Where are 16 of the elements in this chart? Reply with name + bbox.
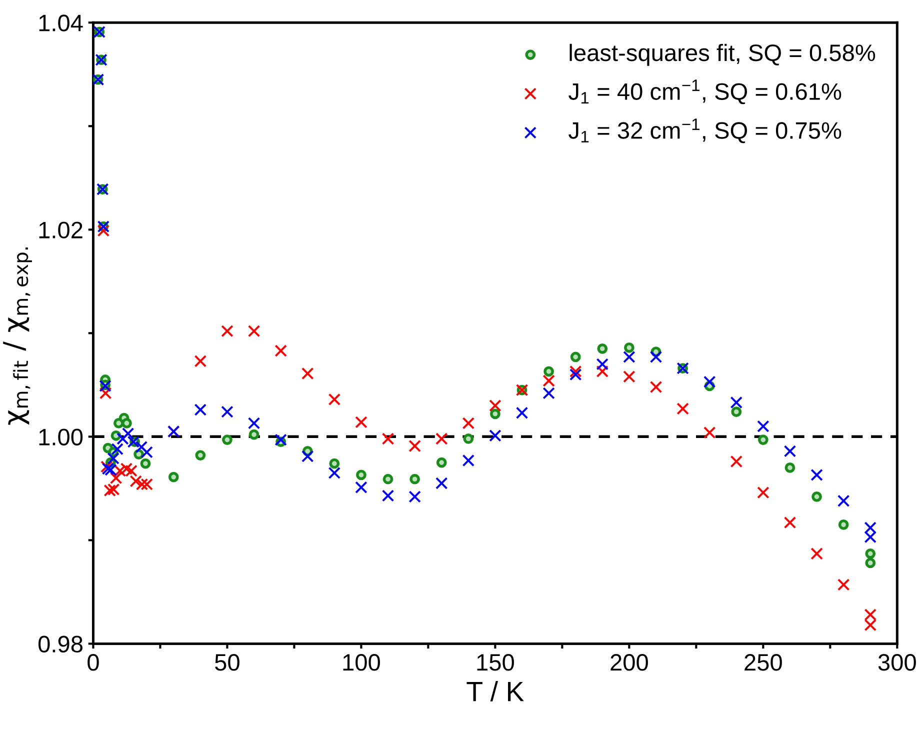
legend-label: J$_{1}$ = 32 cm$^{−1}$, SQ = 0.75% bbox=[568, 118, 842, 144]
y-axis-title: χ$_{m,fit}$ / χ$_{m,exp.}$ bbox=[3, 248, 32, 425]
x-tick-label: 300 bbox=[878, 654, 916, 671]
legend-label: least-squares fit, SQ = 0.58% bbox=[570, 44, 876, 66]
x-tick-label: 50 bbox=[215, 654, 240, 671]
x-tick-label: 250 bbox=[744, 654, 782, 671]
y-tick-label: 1.02 bbox=[39, 222, 82, 238]
legend-label: J$_{1}$ = 40 cm$^{−1}$, SQ = 0.61% bbox=[568, 80, 842, 104]
x-tick-label: 100 bbox=[343, 654, 380, 671]
x-tick-label: 200 bbox=[610, 654, 648, 671]
x-axis-title: T / K bbox=[466, 680, 524, 702]
x-tick-label: 150 bbox=[477, 654, 514, 671]
y-tick-label: 0.98 bbox=[38, 636, 82, 652]
y-tick-label: 1.04 bbox=[39, 14, 83, 32]
x-tick-label: 0 bbox=[88, 654, 99, 671]
y-tick-label: 1.00 bbox=[39, 428, 83, 446]
